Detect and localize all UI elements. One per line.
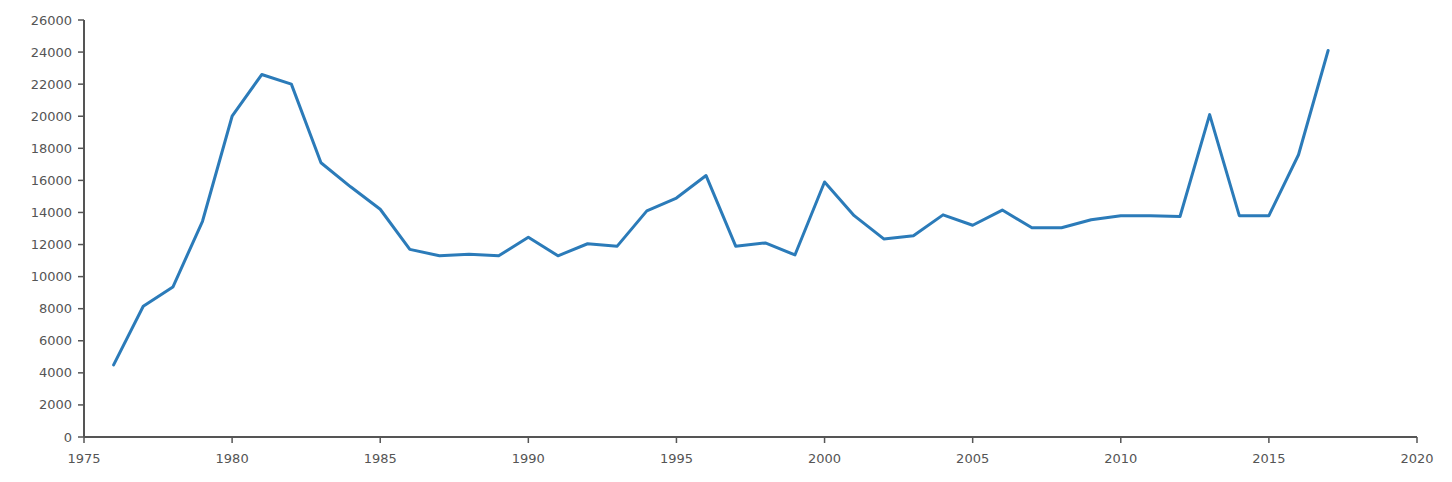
- y-tick-label: 4000: [39, 365, 72, 380]
- y-tick: [78, 212, 84, 214]
- y-tick: [78, 244, 84, 246]
- x-tick: [1268, 437, 1270, 443]
- y-tick-label: 20000: [31, 109, 72, 124]
- x-tick: [83, 437, 85, 443]
- x-tick: [972, 437, 974, 443]
- y-tick: [78, 436, 84, 438]
- y-tick-label: 24000: [31, 45, 72, 60]
- y-axis-line: [83, 20, 85, 437]
- y-tick: [78, 148, 84, 150]
- x-tick: [379, 437, 381, 443]
- y-tick: [78, 115, 84, 117]
- x-tick-label: 1980: [216, 451, 249, 466]
- x-tick-label: 2020: [1400, 451, 1433, 466]
- x-tick: [824, 437, 826, 443]
- y-tick: [78, 404, 84, 406]
- x-axis-line: [84, 436, 1417, 438]
- x-tick: [231, 437, 233, 443]
- y-tick: [78, 340, 84, 342]
- x-tick: [528, 437, 530, 443]
- x-tick: [1120, 437, 1122, 443]
- y-tick: [78, 372, 84, 374]
- y-tick-label: 12000: [31, 237, 72, 252]
- x-tick-label: 2005: [956, 451, 989, 466]
- x-tick-label: 1995: [660, 451, 693, 466]
- x-tick-label: 2000: [808, 451, 841, 466]
- x-tick-label: 2015: [1252, 451, 1285, 466]
- x-tick-label: 1990: [512, 451, 545, 466]
- x-axis: 1975 1980 1985 1990 1995 2000 2005 2010 2015 2020: [67, 437, 1433, 466]
- y-tick-label: 22000: [31, 77, 72, 92]
- chart-container: 0 2000 4000 6000 8000 10000 12000 14000 16000 180…: [0, 0, 1452, 482]
- y-tick-label: 14000: [31, 205, 72, 220]
- y-tick-label: 10000: [31, 269, 72, 284]
- x-tick-label: 1985: [364, 451, 397, 466]
- x-tick-label: 1975: [67, 451, 100, 466]
- y-tick: [78, 180, 84, 182]
- x-tick: [676, 437, 678, 443]
- x-tick: [1416, 437, 1418, 443]
- plot-area: [114, 50, 1329, 364]
- y-tick-label: 8000: [39, 301, 72, 316]
- y-tick: [78, 276, 84, 278]
- data-line: [114, 50, 1329, 364]
- y-tick: [78, 51, 84, 53]
- y-tick-label: 16000: [31, 173, 72, 188]
- chart: 0 2000 4000 6000 8000 10000 12000 14000 16000 180…: [0, 0, 1452, 482]
- y-tick: [78, 19, 84, 21]
- y-tick-label: 26000: [31, 13, 72, 28]
- y-tick: [78, 83, 84, 85]
- y-tick-label: 0: [64, 430, 72, 445]
- y-tick-label: 18000: [31, 141, 72, 156]
- y-tick: [78, 308, 84, 310]
- y-axis: 0 2000 4000 6000 8000 10000 12000 14000 16000 180…: [31, 13, 84, 445]
- y-tick-label: 2000: [39, 397, 72, 412]
- x-tick-label: 2010: [1104, 451, 1137, 466]
- y-tick-label: 6000: [39, 333, 72, 348]
